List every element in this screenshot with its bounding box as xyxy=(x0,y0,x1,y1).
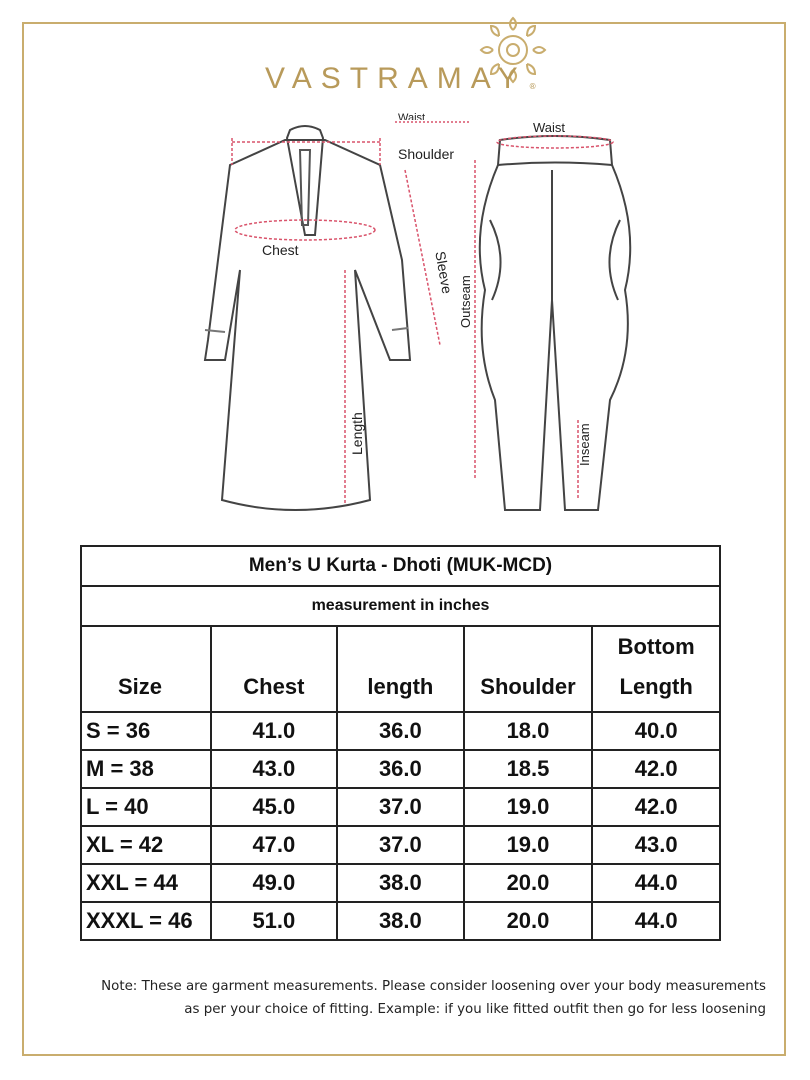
page-border xyxy=(22,22,786,1056)
value-cell: 43.0 xyxy=(209,749,339,789)
value-cell: 19.0 xyxy=(462,825,594,865)
brand-name: VASTRAMAY xyxy=(265,62,527,95)
header-chest: Chest xyxy=(209,625,339,713)
note-text: Note: These are garment measurements. Pl… xyxy=(30,975,766,1021)
value-cell: 51.0 xyxy=(209,901,339,941)
header-size: Size xyxy=(80,625,212,713)
registered-mark: ® xyxy=(528,82,537,91)
kurta-drawing xyxy=(203,125,412,511)
dhoti-drawing xyxy=(478,135,632,511)
kurta-chest-label: Chest xyxy=(262,242,299,258)
value-cell: 18.0 xyxy=(462,711,594,751)
value-cell: 41.0 xyxy=(209,711,339,751)
kurta-measure-lines xyxy=(231,121,470,505)
value-cell: 49.0 xyxy=(209,863,339,903)
value-cell: 44.0 xyxy=(591,863,721,903)
note-line-1: Note: These are garment measurements. Pl… xyxy=(101,979,766,994)
size-cell: M = 38 xyxy=(80,749,212,789)
value-cell: 42.0 xyxy=(591,787,721,827)
dhoti-inseam-label: Inseam xyxy=(577,423,592,466)
size-chart-table: Men’s U Kurta - Dhoti (MUK-MCD) measurem… xyxy=(80,545,721,941)
value-cell: 42.0 xyxy=(591,749,721,789)
dhoti-measure-lines xyxy=(474,135,614,500)
table-row: S = 36 41.0 36.0 18.0 40.0 xyxy=(80,711,721,751)
kurta-length-label: Length xyxy=(349,412,365,455)
value-cell: 20.0 xyxy=(462,901,594,941)
header-shoulder: Shoulder xyxy=(462,625,594,713)
header-bottom-length: Bottom Length xyxy=(591,625,721,713)
value-cell: 43.0 xyxy=(591,825,721,865)
logo-flower-icon xyxy=(479,16,547,84)
value-cell: 38.0 xyxy=(336,863,465,903)
brand-wordmark: VASTRAMAY ® xyxy=(265,62,537,96)
value-cell: 37.0 xyxy=(336,825,465,865)
size-cell: XXXL = 46 xyxy=(80,901,212,941)
value-cell: 19.0 xyxy=(462,787,594,827)
value-cell: 36.0 xyxy=(336,711,465,751)
table-row: XXL = 44 49.0 38.0 20.0 44.0 xyxy=(80,863,721,903)
header-length: length xyxy=(336,625,465,713)
value-cell: 38.0 xyxy=(336,901,465,941)
value-cell: 36.0 xyxy=(336,749,465,789)
dhoti-waist-label: Waist xyxy=(533,120,566,135)
value-cell: 45.0 xyxy=(209,787,339,827)
table-row: M = 38 43.0 36.0 18.5 42.0 xyxy=(80,749,721,789)
garment-illustration xyxy=(203,121,632,511)
size-cell: XXL = 44 xyxy=(80,863,212,903)
size-cell: XL = 42 xyxy=(80,825,212,865)
value-cell: 37.0 xyxy=(336,787,465,827)
table-row: L = 40 45.0 37.0 19.0 42.0 xyxy=(80,787,721,827)
value-cell: 40.0 xyxy=(591,711,721,751)
size-cell: L = 40 xyxy=(80,787,212,827)
kurta-waist-label: Waist xyxy=(398,112,426,120)
value-cell: 44.0 xyxy=(591,901,721,941)
table-row: XXXL = 46 51.0 38.0 20.0 44.0 xyxy=(80,901,721,941)
table-title: Men’s U Kurta - Dhoti (MUK-MCD) xyxy=(80,545,721,587)
value-cell: 47.0 xyxy=(209,825,339,865)
dhoti-outseam-label: Outseam xyxy=(458,275,473,328)
table-subtitle: measurement in inches xyxy=(80,585,721,627)
size-cell: S = 36 xyxy=(80,711,212,751)
value-cell: 20.0 xyxy=(462,863,594,903)
value-cell: 18.5 xyxy=(462,749,594,789)
table-row: XL = 42 47.0 37.0 19.0 43.0 xyxy=(80,825,721,865)
kurta-shoulder-label: Shoulder xyxy=(398,146,455,162)
table-header-row: Size Chest length Shoulder Bottom Length xyxy=(80,625,721,713)
note-line-2: as per your choice of fitting. Example: … xyxy=(184,1002,766,1017)
